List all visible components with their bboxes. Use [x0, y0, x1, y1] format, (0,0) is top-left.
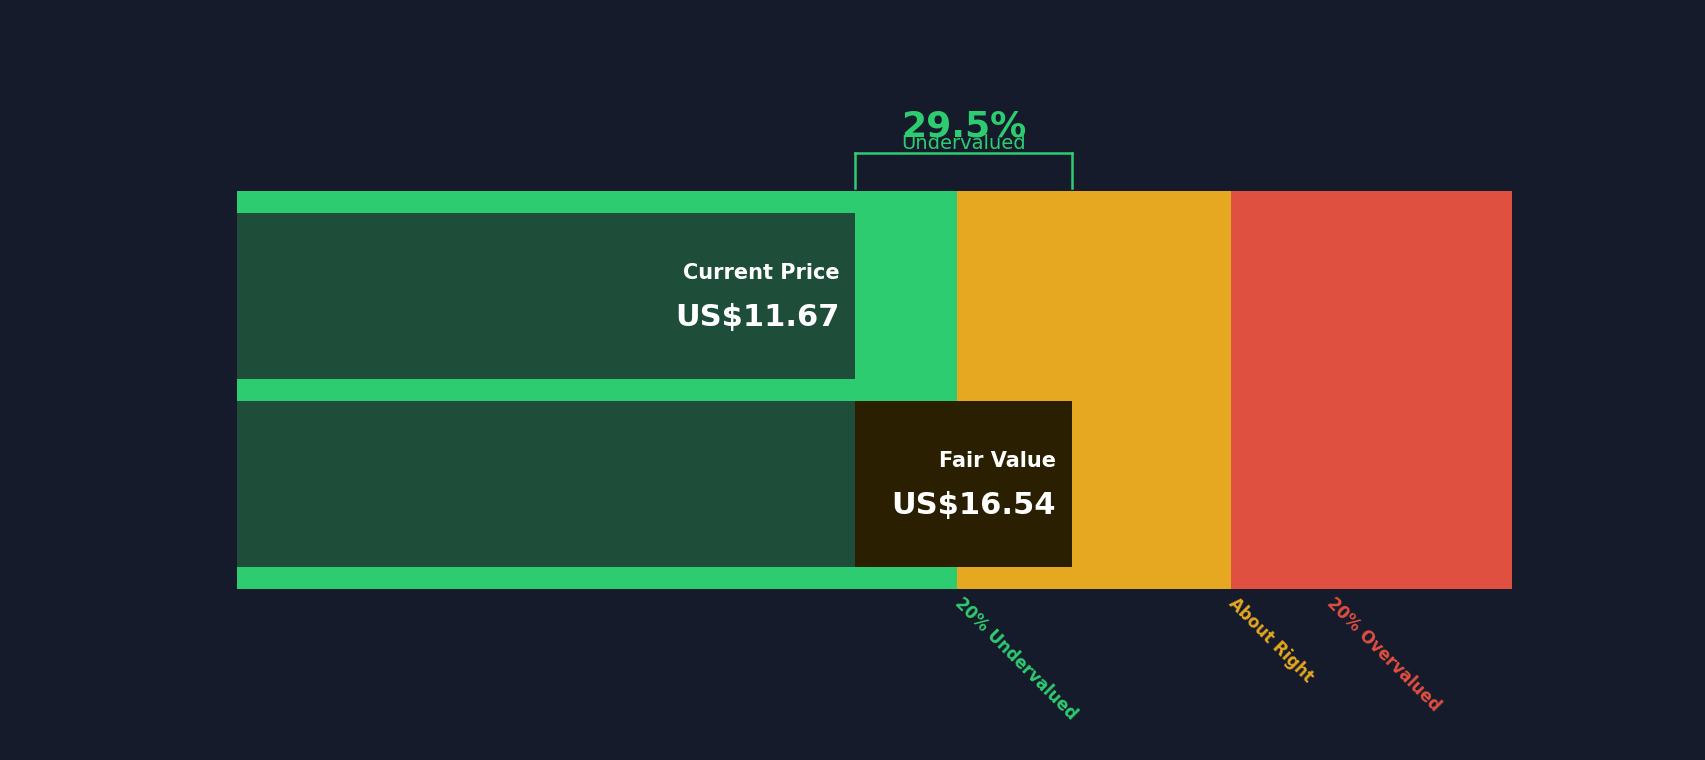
Bar — [1231, 567, 1511, 588]
Text: 20% Overvalued: 20% Overvalued — [1323, 594, 1442, 715]
Bar — [237, 401, 957, 567]
Bar — [957, 401, 1231, 567]
Text: About Right: About Right — [1224, 594, 1316, 686]
Text: US$11.67: US$11.67 — [675, 303, 839, 332]
Text: 20% Undervalued: 20% Undervalued — [950, 594, 1079, 724]
Bar — [237, 191, 957, 213]
Bar — [957, 191, 1231, 213]
Text: US$16.54: US$16.54 — [892, 492, 1055, 521]
Bar — [957, 213, 1231, 378]
Bar — [237, 213, 957, 378]
Bar — [237, 401, 1071, 567]
Bar — [1231, 191, 1511, 213]
Text: Current Price: Current Price — [682, 264, 839, 283]
Bar — [854, 401, 1071, 567]
Bar — [1231, 401, 1511, 567]
Text: Undervalued: Undervalued — [900, 135, 1025, 154]
Bar — [957, 378, 1231, 401]
Bar — [237, 213, 854, 378]
Bar — [957, 567, 1231, 588]
Bar — [237, 567, 957, 588]
Text: Fair Value: Fair Value — [938, 451, 1055, 471]
Bar — [237, 378, 957, 401]
Bar — [1231, 213, 1511, 378]
Bar — [1231, 378, 1511, 401]
Text: 29.5%: 29.5% — [900, 109, 1026, 144]
